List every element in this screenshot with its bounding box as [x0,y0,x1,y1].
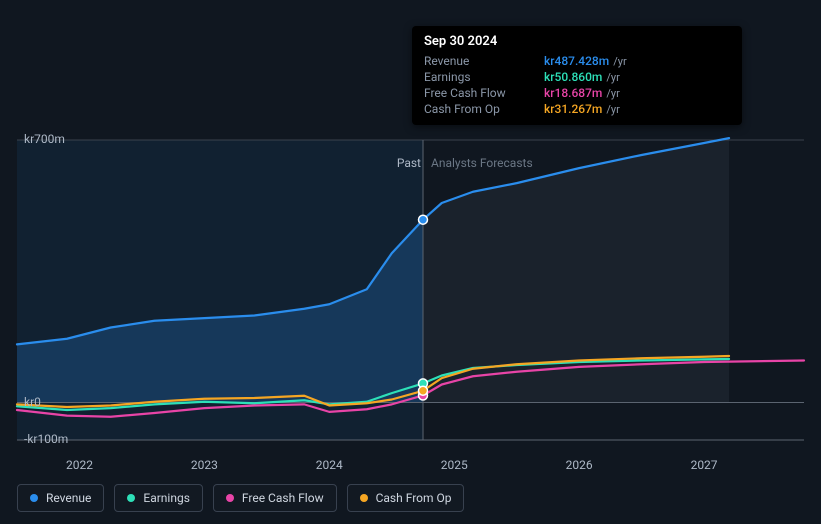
tooltip-row-value: kr487.428m [544,54,609,68]
y-axis-label: kr0 [24,395,41,409]
financials-chart: { "chart": { "type": "line-area", "width… [0,0,821,524]
tooltip-row-unit: /yr [606,87,619,100]
legend-dot-icon [30,494,38,502]
tooltip-row: Cash From Opkr31.267m/yr [424,101,730,117]
x-axis-label: 2026 [566,458,593,472]
x-axis-label: 2025 [441,458,468,472]
legend-item[interactable]: Revenue [17,484,104,512]
tooltip-row: Earningskr50.860m/yr [424,69,730,85]
legend-item-label: Earnings [143,491,190,505]
legend-dot-icon [360,494,368,502]
region-label-forecast: Analysts Forecasts [431,156,533,170]
y-axis-label: -kr100m [24,432,68,446]
legend-item-label: Cash From Op [376,491,452,505]
tooltip-row: Free Cash Flowkr18.687m/yr [424,85,730,101]
x-axis-label: 2027 [691,458,718,472]
x-axis-label: 2024 [316,458,343,472]
tooltip-row-label: Earnings [424,70,544,84]
legend-item-label: Revenue [46,491,91,505]
x-axis-label: 2022 [66,458,93,472]
tooltip-row-unit: /yr [606,103,619,116]
tooltip-row-label: Free Cash Flow [424,86,544,100]
tooltip-row: Revenuekr487.428m/yr [424,53,730,69]
x-axis-label: 2023 [191,458,218,472]
tooltip-date: Sep 30 2024 [424,34,730,49]
y-axis-label: kr700m [24,132,65,146]
tooltip-row-label: Revenue [424,54,544,68]
tooltip-row-unit: /yr [606,71,619,84]
tooltip-row-value: kr31.267m [544,102,602,116]
legend-dot-icon [127,494,135,502]
legend-item[interactable]: Earnings [114,484,203,512]
tooltip-row-unit: /yr [613,55,626,68]
chart-legend: Revenue Earnings Free Cash Flow Cash From O… [17,484,464,512]
region-label-past: Past [383,156,421,170]
legend-item[interactable]: Free Cash Flow [213,484,337,512]
tooltip-row-value: kr50.860m [544,70,602,84]
region-labels: Past Analysts Forecasts [383,156,533,170]
tooltip-row-value: kr18.687m [544,86,602,100]
legend-item-label: Free Cash Flow [242,491,324,505]
legend-item[interactable]: Cash From Op [347,484,465,512]
tooltip-rows: Revenuekr487.428m/yrEarningskr50.860m/yr… [424,53,730,117]
legend-dot-icon [226,494,234,502]
tooltip-row-label: Cash From Op [424,102,544,116]
chart-tooltip: Sep 30 2024 Revenuekr487.428m/yrEarnings… [412,26,742,125]
